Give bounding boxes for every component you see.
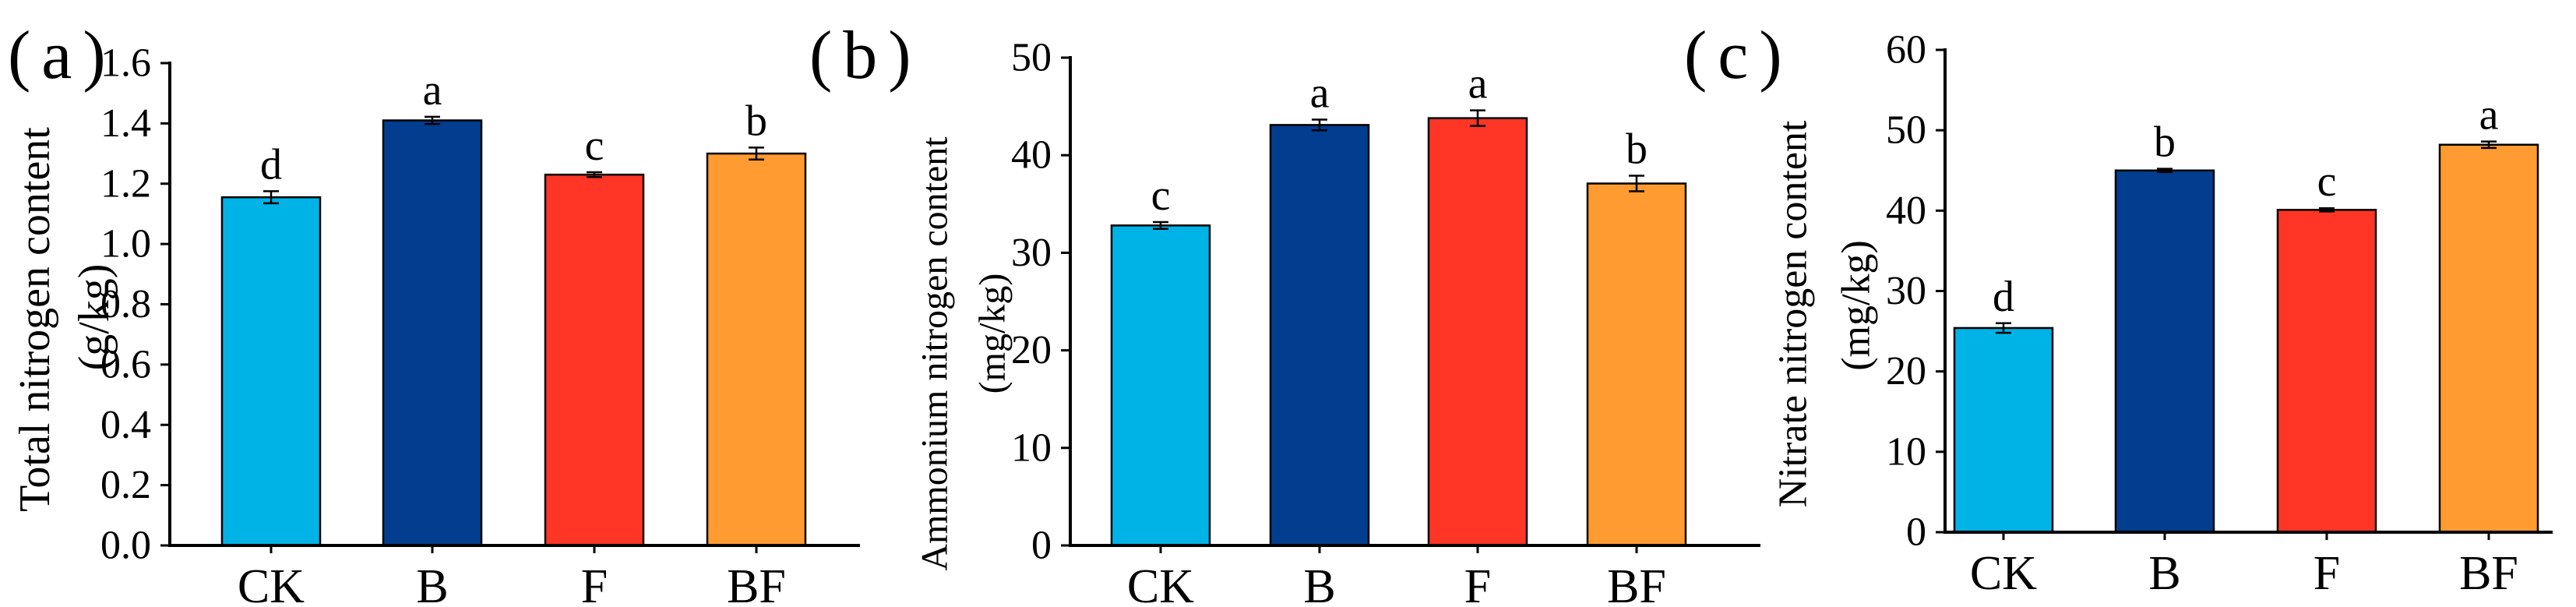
bar-b-f xyxy=(1427,117,1528,547)
panel-c-chart: (c) Nitrate nitrogen content (mg/kg) d CK b Bc… xyxy=(1684,18,2553,600)
y-tick-label-a-1: 0.2 xyxy=(100,463,151,507)
y-tick-label-a-6: 1.2 xyxy=(100,161,151,206)
y-tick-label-a-5: 1.0 xyxy=(100,222,151,266)
y-tick-label-c-6: 60 xyxy=(1886,28,1926,72)
y-axis-title-b: Ammonium nitrogen content xyxy=(914,136,956,571)
y-tick-label-b-3: 30 xyxy=(1011,231,1052,275)
significance-letter-a-b: a xyxy=(423,66,442,115)
significance-letter-c-ck: d xyxy=(1993,273,2014,321)
y-tick-label-b-0: 0 xyxy=(1031,524,1052,568)
bar-a-ck xyxy=(220,196,322,547)
x-tick-label-b-f: F xyxy=(1464,560,1491,607)
y-tick-label-b-4: 40 xyxy=(1011,133,1052,178)
panel-label-a: (a) xyxy=(8,18,117,94)
bar-b-bf xyxy=(1586,182,1687,547)
y-tick-label-a-4: 0.8 xyxy=(100,282,151,326)
y-tick-label-c-3: 30 xyxy=(1886,269,1926,313)
y-tick-label-c-4: 40 xyxy=(1886,189,1926,233)
x-tick-label-b-bf: BF xyxy=(1607,560,1666,607)
y-tick-label-a-2: 0.4 xyxy=(100,403,151,447)
bar-b-b xyxy=(1269,124,1370,547)
significance-letter-b-b: a xyxy=(1310,69,1330,118)
panel-b-chart: (b) Ammonium nitrogen content (mg/kg) c CK a B… xyxy=(809,18,1760,607)
y-tick-label-b-2: 20 xyxy=(1011,328,1052,372)
significance-letter-b-f: a xyxy=(1468,60,1488,108)
y-tick-label-a-0: 0.0 xyxy=(100,524,151,568)
bar-c-ck xyxy=(1953,326,2054,534)
panel-label-c: (c) xyxy=(1684,18,1793,94)
y-tick-label-a-7: 1.4 xyxy=(100,101,151,146)
y-axis-title-a: Total nitrogen content xyxy=(11,127,59,512)
significance-letter-a-ck: d xyxy=(260,140,282,189)
y-tick-label-a-8: 1.6 xyxy=(100,41,151,86)
y-tick-label-c-5: 50 xyxy=(1886,108,1926,153)
significance-letter-a-bf: b xyxy=(745,97,767,145)
bar-a-b xyxy=(382,119,483,547)
x-tick-label-c-b: B xyxy=(2148,547,2180,600)
y-axis-unit-a: (g/kg) xyxy=(70,264,118,371)
bar-c-bf xyxy=(2438,143,2539,534)
significance-letter-b-ck: c xyxy=(1151,171,1171,220)
x-tick-label-a-bf: BF xyxy=(727,560,786,607)
y-tick-label-a-3: 0.6 xyxy=(100,342,151,386)
bar-c-f xyxy=(2276,209,2377,534)
y-tick-label-c-1: 10 xyxy=(1886,429,1926,474)
x-tick-label-a-ck: CK xyxy=(238,560,305,607)
x-tick-label-b-ck: CK xyxy=(1127,560,1194,607)
y-axis-unit-c: (mg/kg) xyxy=(1834,240,1879,371)
significance-letter-c-f: c xyxy=(2317,157,2337,206)
panel-a-chart: (a) Total nitrogen content (g/kg) d CK a Bc Fb B… xyxy=(8,18,860,607)
significance-letter-b-bf: b xyxy=(1626,125,1647,173)
bar-b-ck xyxy=(1110,224,1211,547)
y-tick-label-b-1: 10 xyxy=(1011,425,1052,470)
x-tick-label-b-b: B xyxy=(1303,560,1335,607)
bar-c-b xyxy=(2114,169,2215,534)
x-tick-label-c-ck: CK xyxy=(1970,547,2037,600)
y-tick-label-c-2: 20 xyxy=(1886,349,1926,393)
y-axis-unit-b: (mg/kg) xyxy=(972,274,1013,394)
panel-label-b: (b) xyxy=(809,18,922,94)
x-tick-label-a-b: B xyxy=(416,560,448,607)
y-axis-title-c: Nitrate nitrogen content xyxy=(1771,120,1816,507)
y-tick-label-c-0: 0 xyxy=(1906,510,1926,555)
x-tick-label-c-f: F xyxy=(2313,547,2340,600)
significance-letter-c-bf: a xyxy=(2479,91,2499,139)
y-tick-label-b-5: 50 xyxy=(1011,36,1052,80)
bar-a-bf xyxy=(706,152,807,547)
significance-letter-c-b: b xyxy=(2154,118,2176,167)
x-tick-label-c-bf: BF xyxy=(2459,547,2518,600)
significance-letter-a-f: c xyxy=(585,122,604,170)
x-tick-label-a-f: F xyxy=(581,560,608,607)
bar-a-f xyxy=(544,173,645,547)
